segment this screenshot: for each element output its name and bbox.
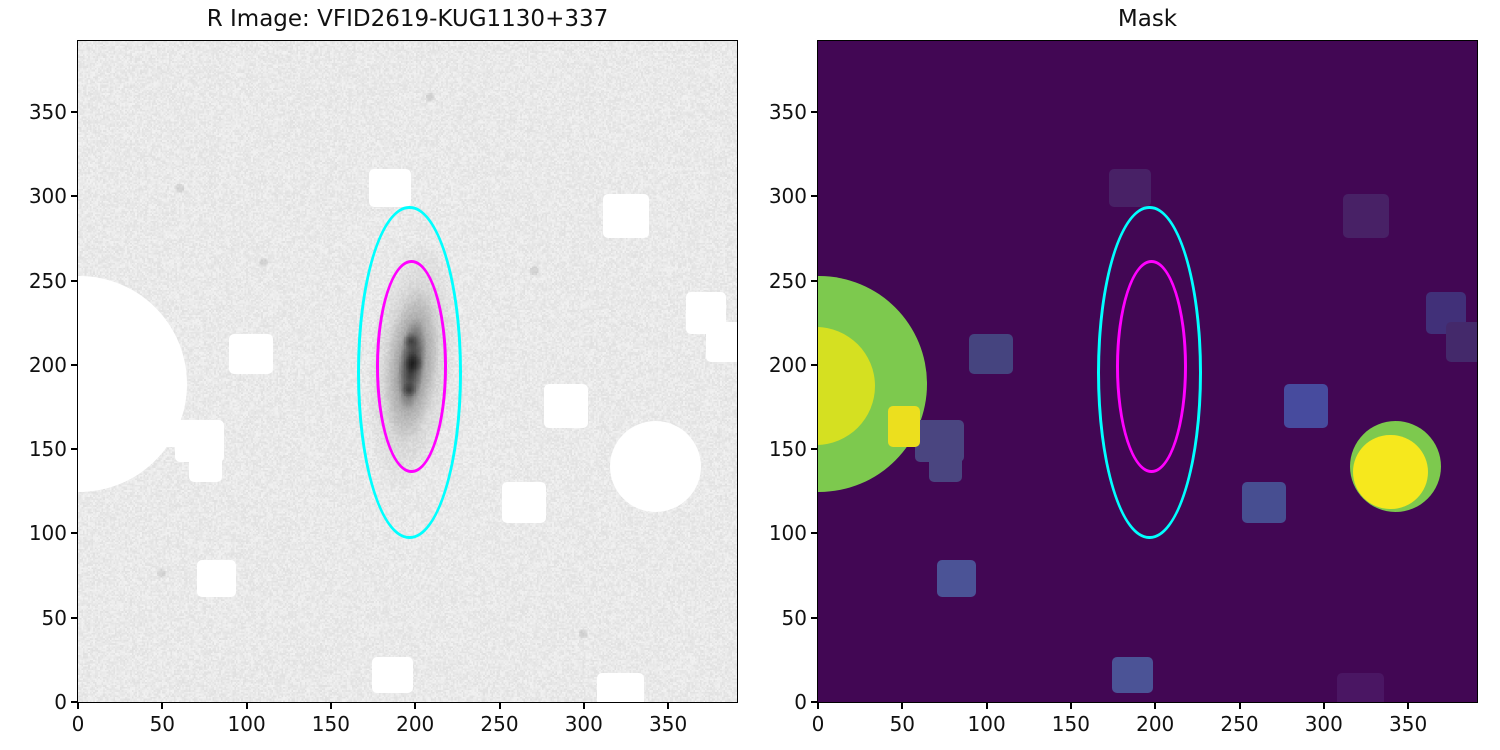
y-tick-label: 250 xyxy=(751,270,807,292)
square-below-mid xyxy=(502,482,546,522)
y-tick-mark xyxy=(811,701,817,703)
square-below-mid xyxy=(1242,482,1286,522)
matplotlib-figure: R Image: VFID2619-KUG1130+337 Mask 0 50 10… xyxy=(0,0,1500,750)
x-tick-label: 100 xyxy=(228,712,266,736)
plot-title-right: Mask xyxy=(817,6,1478,32)
y-tick-label: 150 xyxy=(11,438,67,460)
square-lower-left xyxy=(937,560,976,597)
square-edge-lower xyxy=(1446,322,1478,362)
y-tick-label: 200 xyxy=(751,354,807,376)
square-top xyxy=(1109,169,1151,208)
x-tick-mark xyxy=(986,703,988,709)
y-tick-label: 250 xyxy=(11,270,67,292)
y-tick-label: 50 xyxy=(751,607,807,629)
square-mid-right xyxy=(544,384,588,428)
y-tick-label: 350 xyxy=(11,101,67,123)
notch-square-yellow xyxy=(148,406,180,446)
x-tick-label: 200 xyxy=(1136,712,1174,736)
x-tick-mark xyxy=(330,703,332,709)
x-tick-label: 200 xyxy=(396,712,434,736)
square-left xyxy=(229,334,273,374)
notch-square-blue-b xyxy=(929,455,963,482)
y-tick-label: 300 xyxy=(11,185,67,207)
plot-title-left: R Image: VFID2619-KUG1130+337 xyxy=(77,6,738,32)
square-left xyxy=(969,334,1013,374)
x-tick-mark xyxy=(414,703,416,709)
square-upper-right xyxy=(1343,194,1389,238)
square-lower-left xyxy=(197,560,236,597)
x-tick-mark xyxy=(817,703,819,709)
y-tick-label: 100 xyxy=(11,522,67,544)
y-tick-mark xyxy=(71,532,77,534)
x-tick-mark xyxy=(499,703,501,709)
y-tick-mark xyxy=(811,364,817,366)
x-tick-label: 250 xyxy=(1220,712,1258,736)
y-tick-mark xyxy=(71,448,77,450)
x-tick-mark xyxy=(1154,703,1156,709)
y-tick-mark xyxy=(71,111,77,113)
y-tick-mark xyxy=(71,617,77,619)
y-tick-mark xyxy=(811,617,817,619)
plot-area-mask xyxy=(817,40,1478,703)
x-tick-label: 50 xyxy=(150,712,175,736)
plot-area-r-image xyxy=(77,40,738,703)
y-tick-mark xyxy=(811,195,817,197)
y-tick-label: 50 xyxy=(11,607,67,629)
inner-aperture-ellipse xyxy=(1116,260,1187,472)
inner-aperture-ellipse xyxy=(376,260,447,472)
x-tick-mark xyxy=(901,703,903,709)
square-bottom xyxy=(372,657,412,692)
x-tick-mark xyxy=(1323,703,1325,709)
square-bottom-edge xyxy=(1337,673,1384,703)
x-tick-label: 0 xyxy=(72,712,85,736)
x-tick-mark xyxy=(1239,703,1241,709)
notch-square-blue-b xyxy=(189,455,223,482)
square-mid-right xyxy=(1284,384,1328,428)
x-tick-mark xyxy=(77,703,79,709)
notch-square-yellow xyxy=(888,406,920,446)
x-tick-mark xyxy=(583,703,585,709)
x-tick-mark xyxy=(161,703,163,709)
x-tick-label: 300 xyxy=(1305,712,1343,736)
y-tick-label: 350 xyxy=(751,101,807,123)
y-tick-mark xyxy=(811,111,817,113)
y-tick-mark xyxy=(71,195,77,197)
y-tick-label: 150 xyxy=(751,438,807,460)
y-tick-label: 0 xyxy=(11,691,67,713)
x-tick-mark xyxy=(667,703,669,709)
x-tick-mark xyxy=(1070,703,1072,709)
square-bottom xyxy=(1112,657,1152,692)
square-edge-lower xyxy=(706,322,738,362)
x-tick-label: 50 xyxy=(890,712,915,736)
y-tick-label: 0 xyxy=(751,691,807,713)
y-tick-mark xyxy=(811,448,817,450)
y-tick-mark xyxy=(71,701,77,703)
x-tick-label: 350 xyxy=(1389,712,1427,736)
y-tick-mark xyxy=(71,280,77,282)
x-tick-label: 350 xyxy=(649,712,687,736)
y-tick-mark xyxy=(811,280,817,282)
x-tick-label: 150 xyxy=(312,712,350,736)
x-tick-label: 100 xyxy=(968,712,1006,736)
x-tick-mark xyxy=(246,703,248,709)
y-tick-label: 200 xyxy=(11,354,67,376)
square-top xyxy=(369,169,411,208)
square-upper-right xyxy=(603,194,649,238)
x-tick-label: 250 xyxy=(480,712,518,736)
circle-right-core xyxy=(1353,435,1427,509)
y-tick-mark xyxy=(71,364,77,366)
square-bottom-edge xyxy=(597,673,644,703)
y-tick-mark xyxy=(811,532,817,534)
y-tick-label: 100 xyxy=(751,522,807,544)
x-tick-label: 300 xyxy=(565,712,603,736)
y-tick-label: 300 xyxy=(751,185,807,207)
masked-circle-right xyxy=(610,421,701,512)
x-tick-label: 0 xyxy=(812,712,825,736)
x-tick-label: 150 xyxy=(1052,712,1090,736)
x-tick-mark xyxy=(1407,703,1409,709)
